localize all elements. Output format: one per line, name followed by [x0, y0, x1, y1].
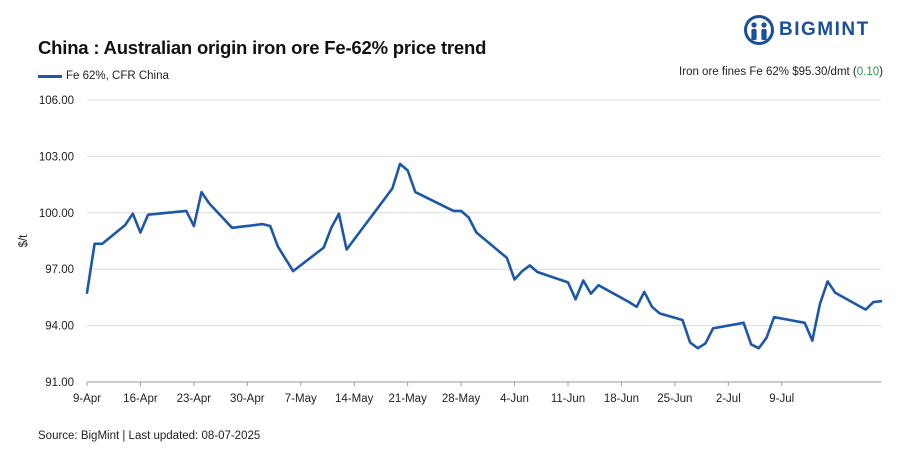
y-tick-label: 106.00 — [39, 95, 74, 107]
bigmint-logo-text: BIGMINT — [779, 19, 870, 40]
y-axis-title: $/t — [18, 234, 30, 248]
price-note-suffix: ) — [879, 66, 883, 78]
price-note-prefix: Iron ore fines Fe 62% $95.30/dmt ( — [679, 66, 857, 78]
chart-title: China : Australian origin iron ore Fe-62… — [38, 37, 487, 58]
y-tick-label: 94.00 — [45, 321, 74, 333]
x-tick-label: 11-Jun — [551, 393, 585, 405]
x-tick-label: 14-May — [335, 393, 374, 405]
x-tick-label: 2-Jul — [716, 393, 741, 405]
y-tick-label: 91.00 — [45, 377, 74, 389]
x-tick-label: 18-Jun — [604, 393, 639, 405]
legend-label: Fe 62%, CFR China — [66, 70, 169, 82]
x-tick-label: 21-May — [388, 393, 427, 405]
price-change: 0.10 — [856, 66, 880, 78]
y-tick-label: 103.00 — [39, 151, 74, 163]
legend-swatch — [38, 74, 62, 78]
x-tick-label: 9-Jul — [769, 393, 794, 405]
chart-legend: Fe 62%, CFR China — [38, 70, 169, 82]
x-tick-label: 4-Jun — [500, 393, 529, 405]
x-tick-label: 23-Apr — [177, 393, 212, 405]
price-note: Iron ore fines Fe 62% $95.30/dmt (0.10) — [679, 66, 883, 78]
x-tick-label: 30-Apr — [230, 393, 265, 405]
y-tick-label: 97.00 — [45, 264, 74, 276]
bigmint-logo-icon — [744, 15, 774, 45]
x-tick-label: 7-May — [285, 393, 317, 405]
series-line-fe62 — [85, 162, 883, 350]
x-tick-label: 16-Apr — [123, 393, 158, 405]
source-note: Source: BigMint | Last updated: 08-07-20… — [38, 430, 261, 442]
bigmint-logo: BIGMINT — [744, 15, 870, 45]
y-tick-label: 100.00 — [39, 208, 74, 220]
x-tick-label: 9-Apr — [73, 393, 101, 405]
x-tick-label: 25-Jun — [657, 393, 692, 405]
x-tick-label: 28-May — [442, 393, 481, 405]
